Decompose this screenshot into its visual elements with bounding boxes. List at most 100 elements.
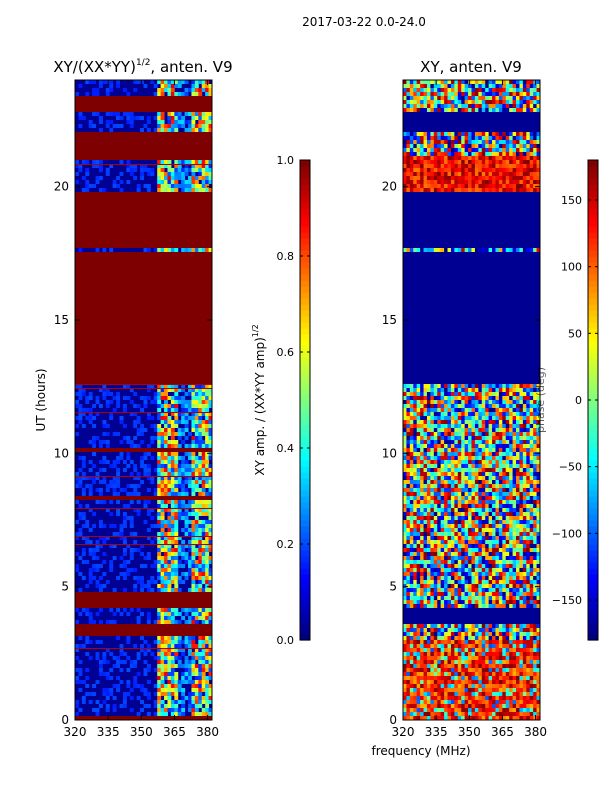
heat-cell xyxy=(437,184,442,189)
heat-cell xyxy=(409,464,414,469)
heat-cell xyxy=(426,132,431,137)
heat-row xyxy=(75,112,212,117)
heat-cell xyxy=(116,508,121,513)
heat-cell xyxy=(526,456,531,461)
heat-cell xyxy=(406,476,411,481)
heat-cell xyxy=(208,504,212,509)
heat-cell xyxy=(146,712,151,717)
heat-cell xyxy=(516,464,520,469)
heat-cell xyxy=(184,672,189,677)
heat-cell xyxy=(495,408,500,413)
heat-cell xyxy=(454,496,459,501)
heat-cell xyxy=(433,412,438,417)
heat-cell xyxy=(406,160,411,165)
heat-cell xyxy=(88,120,93,125)
heat-cell xyxy=(444,440,449,445)
heat-cell xyxy=(420,492,425,497)
heat-cell xyxy=(433,432,438,437)
heat-cell xyxy=(416,248,421,253)
heat-cell xyxy=(505,176,510,181)
heat-cell xyxy=(502,444,507,449)
heat-cell xyxy=(406,156,411,161)
heat-cell xyxy=(201,168,206,173)
heat-cell xyxy=(437,436,442,441)
heat-cell xyxy=(409,508,414,513)
heat-cell xyxy=(164,712,168,717)
heat-cell xyxy=(440,532,445,537)
heat-cell xyxy=(409,528,414,533)
heat-cell xyxy=(205,540,210,545)
heat-cell xyxy=(450,188,455,193)
heat-row xyxy=(75,716,212,720)
heat-cell xyxy=(416,424,421,429)
heat-cell xyxy=(420,512,425,517)
heat-cell xyxy=(170,568,175,573)
heat-cell xyxy=(198,664,203,669)
heat-cell xyxy=(498,412,503,417)
heat-cell xyxy=(468,464,472,469)
heat-cell xyxy=(167,128,172,133)
heat-cell xyxy=(409,504,414,509)
heat-cell xyxy=(492,508,496,513)
heat-cell xyxy=(498,164,503,169)
heat-cell xyxy=(502,84,507,89)
heat-cell xyxy=(160,480,165,485)
heat-cell xyxy=(526,480,531,485)
heat-cell xyxy=(447,168,452,173)
heat-cell xyxy=(167,484,172,489)
heat-cell xyxy=(471,524,476,529)
heat-row xyxy=(75,192,212,197)
heat-cell xyxy=(495,184,500,189)
heat-cell xyxy=(519,432,524,437)
heat-cell xyxy=(481,384,486,389)
heat-cell xyxy=(164,488,168,493)
heat-row xyxy=(75,288,212,293)
heat-cell xyxy=(112,492,117,497)
heat-cell xyxy=(160,664,165,669)
heat-cell xyxy=(413,408,418,413)
heat-cell xyxy=(447,452,452,457)
heat-cell xyxy=(430,460,435,465)
heat-cell xyxy=(140,708,144,713)
heat-cell xyxy=(174,532,179,537)
heat-cell xyxy=(170,188,175,193)
heat-cell xyxy=(433,520,438,525)
heat-cell xyxy=(160,472,165,477)
heat-cell xyxy=(447,492,452,497)
heat-cell xyxy=(81,492,86,497)
heat-cell xyxy=(492,536,496,541)
heat-cell xyxy=(526,424,531,429)
heat-cell xyxy=(140,80,144,85)
heat-cell xyxy=(170,124,175,129)
heat-cell xyxy=(413,148,418,153)
heat-cell xyxy=(502,384,507,389)
heat-cell xyxy=(529,532,534,537)
heat-cell xyxy=(430,160,435,165)
heat-cell xyxy=(164,460,168,465)
heat-cell xyxy=(519,384,524,389)
heat-cell xyxy=(153,248,158,253)
heat-cell xyxy=(205,504,210,509)
heat-cell xyxy=(129,164,134,169)
heat-cell xyxy=(502,168,507,173)
heat-cell xyxy=(126,684,131,689)
heat-cell xyxy=(191,452,196,457)
heat-cell xyxy=(502,468,507,473)
heat-cell xyxy=(457,104,462,109)
heat-cell xyxy=(512,84,517,89)
heat-cell xyxy=(536,168,540,173)
heat-cell xyxy=(126,164,131,169)
heat-cell xyxy=(81,476,86,481)
heat-cell xyxy=(505,424,510,429)
heat-cell xyxy=(509,436,514,441)
heat-row xyxy=(403,216,540,221)
heat-cell xyxy=(205,400,210,405)
heat-cell xyxy=(502,156,507,161)
heat-cell xyxy=(502,492,507,497)
heat-cell xyxy=(201,428,206,433)
heat-cell xyxy=(170,84,175,89)
heat-cell xyxy=(533,492,538,497)
colorbar-segment xyxy=(300,472,310,479)
heat-cell xyxy=(416,172,421,177)
heat-cell xyxy=(529,140,534,145)
